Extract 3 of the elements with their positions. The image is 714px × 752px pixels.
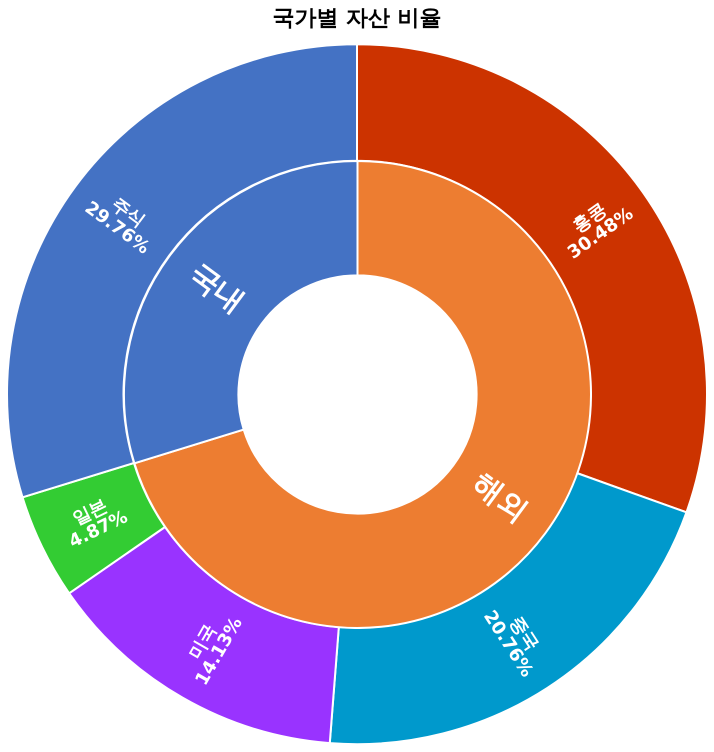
chart-title: 국가별 자산 비율 bbox=[272, 6, 442, 31]
slice-label: 국내 bbox=[182, 256, 251, 320]
slice-label: 해외 bbox=[465, 466, 534, 530]
